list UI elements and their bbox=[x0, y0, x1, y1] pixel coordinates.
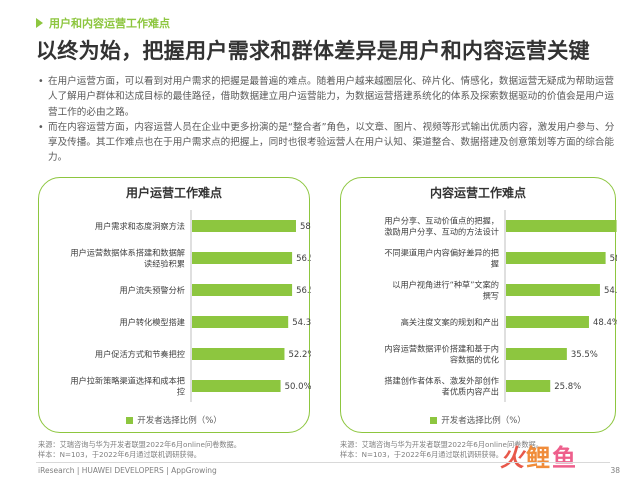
value-label: 58.7% bbox=[300, 222, 311, 232]
logo-char: 火 bbox=[500, 443, 524, 472]
bar bbox=[506, 284, 600, 296]
category-label: 高关注度文案的规划和产出 bbox=[401, 317, 499, 327]
value-label: 54.8% bbox=[604, 286, 617, 296]
content-ops-chart-title: 内容运营工作难点 bbox=[429, 186, 526, 200]
value-label: 54.3% bbox=[292, 318, 311, 328]
source-note-left: 来源：艾瑞咨询与华为开发者联盟2022年6月online问卷数据。 样本：N=1… bbox=[38, 440, 241, 460]
bar bbox=[506, 348, 567, 360]
footer-brands: iResearch | HUAWEI DEVELOPERS | AppGrowi… bbox=[38, 466, 217, 475]
source-line: 来源：艾瑞咨询与华为开发者联盟2022年6月online问卷数据。 bbox=[340, 440, 543, 449]
category-label: 用户需求和态度洞察方法 bbox=[95, 221, 185, 231]
bar bbox=[192, 220, 296, 232]
bullet-content-ops: 而在内容运营方面，内容运营人员在企业中更多扮演的是“整合者”角色，以文章、图片、… bbox=[38, 120, 618, 166]
section-tag-label: 用户和内容运营工作难点 bbox=[49, 17, 170, 30]
category-label: 用户分享、互动价值点的把握，激励用户分享、互动的方法设计 bbox=[384, 216, 499, 237]
content-ops-legend: 开发者选择比例（%） bbox=[341, 414, 615, 426]
source-note-right: 来源：艾瑞咨询与华为开发者联盟2022年6月online问卷数据。 样本：N=1… bbox=[340, 440, 543, 460]
bar bbox=[192, 284, 293, 296]
category-label: 用户运营数据体系搭建和数据解读经验积累 bbox=[70, 248, 185, 269]
category-label: 不同渠道用户内容偏好差异的把握 bbox=[384, 248, 499, 269]
category-label: 用户拉新策略渠道选择和成本把控 bbox=[70, 376, 185, 397]
category-label: 用户流失预警分析 bbox=[119, 285, 185, 295]
page-number: 38 bbox=[610, 466, 620, 475]
legend-swatch bbox=[126, 416, 134, 424]
value-label: 52.2% bbox=[288, 350, 311, 360]
logo-char: 鲤 bbox=[526, 443, 550, 472]
logo-char: 鱼 bbox=[552, 443, 576, 472]
category-label: 用户促活方式和节奏把控 bbox=[95, 349, 185, 359]
user-ops-panel: 用户运营工作难点 用户需求和态度洞察方法 58.7% 用户运营数据体系搭建和数据解读… bbox=[38, 177, 311, 433]
legend-label: 开发者选择比例（%） bbox=[137, 416, 222, 426]
bar bbox=[192, 252, 293, 264]
section-triangle-icon bbox=[36, 18, 43, 28]
bar bbox=[506, 316, 589, 328]
category-label: 搭建创作者体系、激发外部创作者优质内容产出 bbox=[384, 376, 499, 397]
bar bbox=[506, 380, 551, 392]
category-label: 用户转化模型搭建 bbox=[119, 317, 185, 327]
value-label: 58.1% bbox=[610, 254, 617, 264]
value-label: 50.0% bbox=[285, 382, 311, 392]
value-label: 56.5% bbox=[296, 286, 311, 296]
footer-divider bbox=[36, 462, 610, 463]
legend-label: 开发者选择比例（%） bbox=[441, 416, 526, 426]
value-label: 48.4% bbox=[593, 318, 617, 328]
watermark-logo: 火 鲤 鱼 bbox=[500, 440, 576, 472]
bullet-user-ops: 在用户运营方面，可以看到对用户需求的把握是最普遍的难点。随着用户越来越圈层化、碎… bbox=[38, 74, 618, 120]
content-ops-panel: 内容运营工作难点 用户分享、互动价值点的把握，激励用户分享、互动的方法设计64.… bbox=[340, 177, 617, 433]
bar bbox=[506, 220, 617, 232]
bar bbox=[192, 316, 289, 328]
sample-line: 样本：N=103，于2022年6月通过联机调研获得。 bbox=[340, 450, 503, 459]
user-ops-legend: 开发者选择比例（%） bbox=[39, 414, 309, 426]
category-label: 以用户视角进行“种草”文案的撰写 bbox=[392, 280, 499, 301]
value-label: 56.5% bbox=[296, 254, 311, 264]
bar bbox=[506, 252, 606, 264]
bar bbox=[192, 380, 281, 392]
category-label: 内容运营数据评价搭建和基于内容数据的优化 bbox=[384, 344, 499, 365]
user-ops-chart-title: 用户运营工作难点 bbox=[125, 186, 222, 200]
footer: iResearch | HUAWEI DEVELOPERS | AppGrowi… bbox=[0, 462, 640, 480]
value-label: 25.8% bbox=[554, 382, 581, 392]
value-label: 35.5% bbox=[571, 350, 598, 360]
source-line: 来源：艾瑞咨询与华为开发者联盟2022年6月online问卷数据。 bbox=[38, 440, 241, 449]
section-tag: 用户和内容运营工作难点 bbox=[36, 15, 170, 31]
content-ops-chart: 用户分享、互动价值点的把握，激励用户分享、互动的方法设计64.5%不同渠道用户内… bbox=[384, 210, 617, 402]
bullet-list: 在用户运营方面，可以看到对用户需求的把握是最普遍的难点。随着用户越来越圈层化、碎… bbox=[38, 74, 618, 166]
user-ops-chart: 用户需求和态度洞察方法 58.7% 用户运营数据体系搭建和数据解读经验积累 56.5%… bbox=[70, 210, 311, 402]
sample-line: 样本：N=103，于2022年6月通过联机调研获得。 bbox=[38, 450, 201, 459]
page-title: 以终为始，把握用户需求和群体差异是用户和内容运营关键 bbox=[36, 39, 590, 63]
legend-swatch bbox=[430, 416, 438, 424]
bar bbox=[192, 348, 285, 360]
